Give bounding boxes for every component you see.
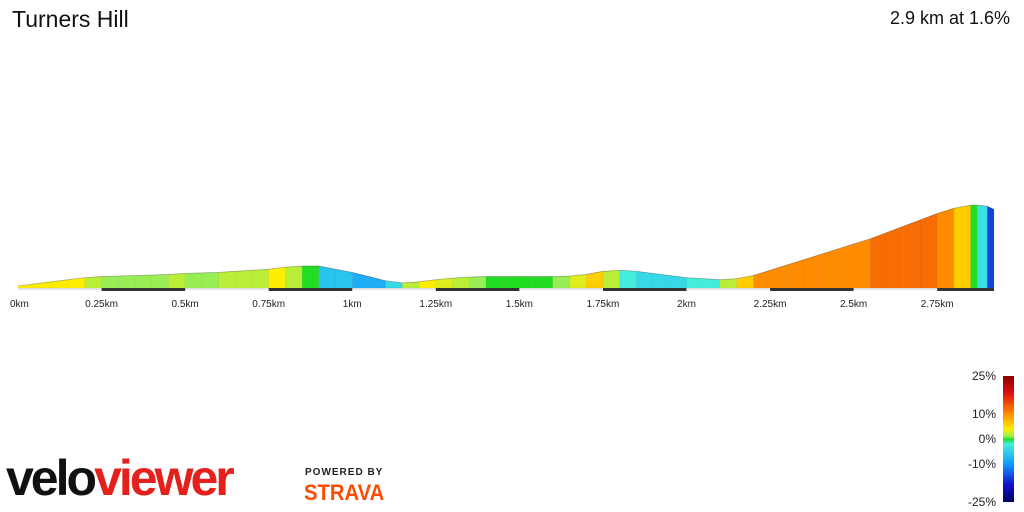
x-tick-label: 0km	[10, 299, 29, 310]
profile-segment	[151, 274, 169, 289]
profile-area	[17, 204, 995, 289]
distance-band	[937, 288, 994, 291]
grade-color-bar	[1003, 376, 1014, 502]
profile-segment	[468, 276, 487, 289]
profile-segment	[84, 276, 102, 289]
profile-segment	[535, 276, 554, 289]
grade-legend-label: -25%	[968, 495, 996, 509]
profile-segment	[636, 271, 654, 289]
profile-segment	[619, 269, 637, 289]
distance-band	[435, 288, 520, 291]
x-tick-label: 1.25km	[419, 299, 452, 310]
profile-segment	[101, 275, 119, 289]
profile-segment	[134, 274, 152, 289]
powered-by-label: POWERED BY	[305, 467, 384, 478]
profile-segment	[970, 204, 978, 289]
profile-segment	[301, 265, 320, 289]
profile-outline	[17, 204, 995, 287]
x-tick-label: 0.5km	[172, 299, 199, 310]
profile-segment	[987, 205, 995, 289]
logo-velo-text: velo	[6, 450, 97, 506]
profile-segment	[602, 269, 620, 289]
profile-segment	[268, 266, 286, 289]
x-tick-label: 0.75km	[252, 299, 285, 310]
distance-band	[101, 288, 186, 291]
profile-segment	[819, 248, 838, 289]
grade-legend-label: 0%	[979, 432, 997, 446]
profile-segment	[920, 213, 938, 289]
distance-band	[268, 288, 353, 291]
profile-segment	[569, 274, 587, 289]
grade-legend: 25% 10% 0% -10% -25%	[968, 369, 1014, 509]
profile-segment	[184, 272, 203, 289]
profile-segment	[903, 219, 921, 289]
profile-segment	[719, 278, 737, 289]
segment-summary: 2.9 km at 1.6%	[889, 8, 1010, 28]
distance-band	[770, 288, 854, 291]
profile-segment	[318, 265, 336, 289]
profile-segment	[452, 276, 470, 289]
distance-axis: 0km 0.25km 0.5km 0.75km 1km 1.25km 1.5km 1.75km…	[10, 288, 994, 310]
x-tick-label: 2km	[677, 299, 696, 310]
x-tick-label: 1.75km	[587, 299, 620, 310]
profile-segment	[936, 207, 955, 289]
profile-segment	[769, 264, 788, 289]
profile-segment	[552, 275, 570, 289]
profile-segment	[652, 273, 671, 289]
profile-segment	[502, 276, 520, 289]
profile-segment	[118, 275, 136, 289]
profile-segment	[168, 273, 186, 289]
grade-legend-label: 25%	[972, 369, 996, 383]
x-tick-label: 2.5km	[840, 299, 867, 310]
profile-segment	[886, 225, 905, 289]
x-tick-label: 1km	[343, 299, 362, 310]
profile-segment	[702, 278, 721, 289]
profile-segment	[201, 272, 219, 289]
grade-legend-label: 10%	[972, 407, 996, 421]
profile-segment	[251, 268, 269, 289]
distance-band	[602, 288, 687, 291]
profile-segment	[977, 204, 988, 289]
profile-segment	[218, 271, 236, 289]
profile-segment	[853, 238, 871, 289]
x-tick-label: 0.25km	[85, 299, 118, 310]
profile-segment	[803, 254, 821, 289]
grade-legend-label: -10%	[968, 457, 996, 471]
profile-segment	[285, 265, 303, 289]
strava-logo: STRAVA	[304, 480, 385, 505]
profile-segment	[235, 269, 253, 289]
profile-segment	[836, 243, 854, 289]
x-tick-label: 2.25km	[754, 299, 787, 310]
veloviewer-logo: veloviewer	[6, 448, 235, 508]
profile-segment	[953, 204, 971, 289]
profile-segment	[686, 277, 704, 289]
segment-title: Turners Hill	[12, 6, 129, 32]
logo-viewer-text: viewer	[94, 450, 235, 506]
x-tick-label: 1.5km	[506, 299, 533, 310]
x-tick-label: 2.75km	[921, 299, 954, 310]
profile-segment	[519, 276, 537, 289]
profile-segment	[485, 276, 503, 289]
profile-segment	[870, 232, 888, 289]
